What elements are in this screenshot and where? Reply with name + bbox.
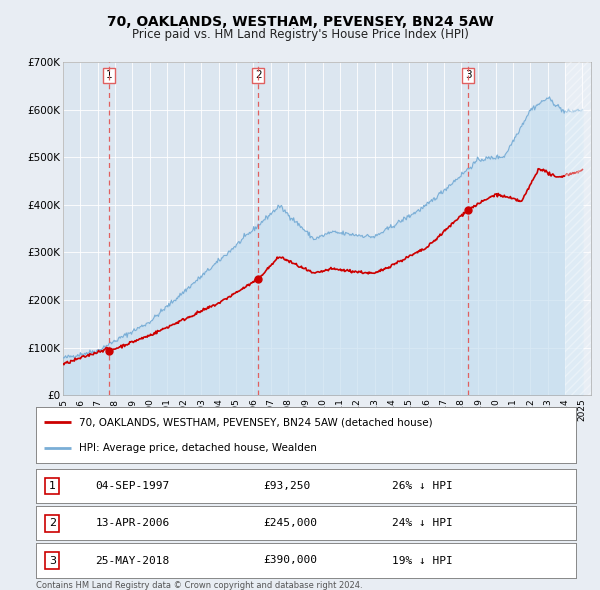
Text: 2: 2 bbox=[255, 70, 262, 80]
Text: 70, OAKLANDS, WESTHAM, PEVENSEY, BN24 5AW: 70, OAKLANDS, WESTHAM, PEVENSEY, BN24 5A… bbox=[107, 15, 493, 29]
Text: £245,000: £245,000 bbox=[263, 519, 317, 528]
Text: 13-APR-2006: 13-APR-2006 bbox=[95, 519, 170, 528]
Text: £93,250: £93,250 bbox=[263, 481, 310, 491]
Text: 04-SEP-1997: 04-SEP-1997 bbox=[95, 481, 170, 491]
Text: Contains HM Land Registry data © Crown copyright and database right 2024.
This d: Contains HM Land Registry data © Crown c… bbox=[36, 581, 362, 590]
Text: 26% ↓ HPI: 26% ↓ HPI bbox=[392, 481, 453, 491]
Text: 70, OAKLANDS, WESTHAM, PEVENSEY, BN24 5AW (detached house): 70, OAKLANDS, WESTHAM, PEVENSEY, BN24 5A… bbox=[79, 417, 433, 427]
Text: 24% ↓ HPI: 24% ↓ HPI bbox=[392, 519, 453, 528]
Text: Price paid vs. HM Land Registry's House Price Index (HPI): Price paid vs. HM Land Registry's House … bbox=[131, 28, 469, 41]
Text: 25-MAY-2018: 25-MAY-2018 bbox=[95, 556, 170, 565]
Text: 3: 3 bbox=[49, 556, 56, 565]
Text: 19% ↓ HPI: 19% ↓ HPI bbox=[392, 556, 453, 565]
Text: 3: 3 bbox=[464, 70, 471, 80]
Text: 1: 1 bbox=[106, 70, 113, 80]
Text: 2: 2 bbox=[49, 519, 56, 528]
Text: £390,000: £390,000 bbox=[263, 556, 317, 565]
Text: 1: 1 bbox=[49, 481, 56, 491]
Text: HPI: Average price, detached house, Wealden: HPI: Average price, detached house, Weal… bbox=[79, 443, 317, 453]
